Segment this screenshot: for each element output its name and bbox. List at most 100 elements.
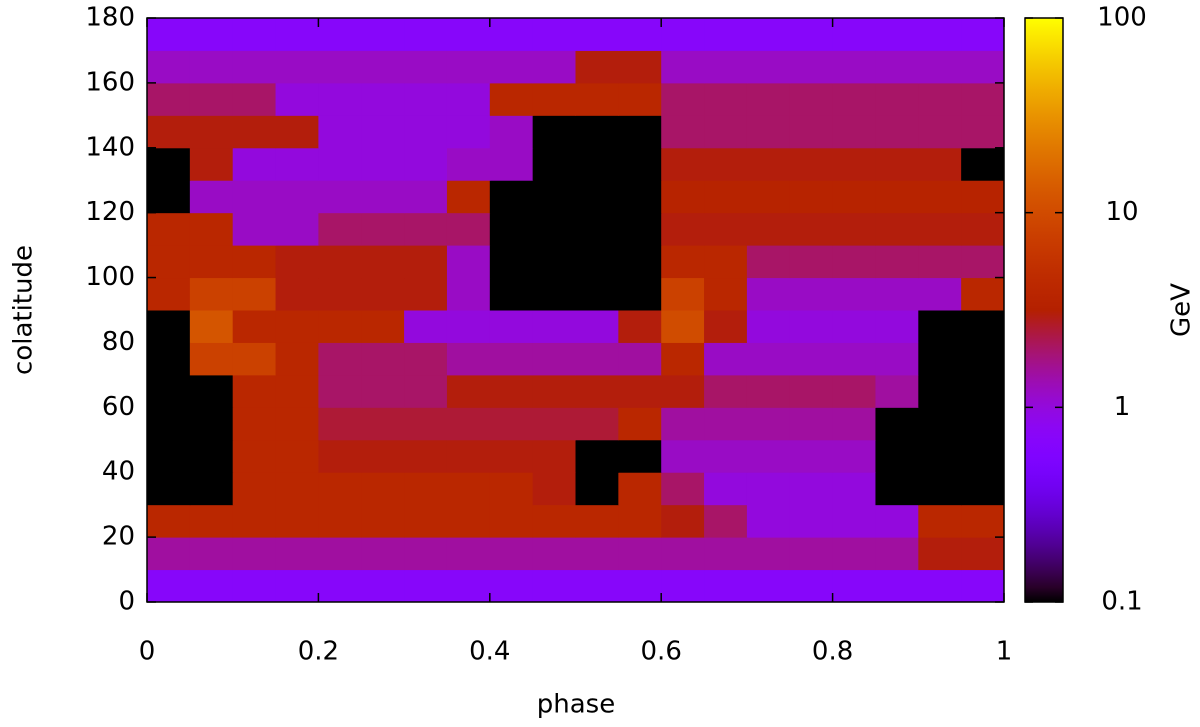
heatmap-cell — [532, 115, 576, 149]
heatmap-cell — [746, 82, 791, 116]
heatmap-cell — [704, 342, 748, 376]
heatmap-cell — [189, 82, 234, 116]
heatmap-cell — [789, 180, 834, 214]
heatmap-cell — [232, 374, 277, 408]
heatmap-cell — [918, 569, 962, 603]
heatmap-cell — [961, 245, 1005, 279]
heatmap-cell — [618, 277, 662, 311]
heatmap-cell — [275, 180, 319, 214]
heatmap-cell — [318, 569, 362, 603]
heatmap-cell — [532, 18, 576, 51]
heatmap-cell — [661, 569, 705, 603]
heatmap-cell — [961, 504, 1005, 538]
heatmap-cell — [446, 504, 491, 538]
heatmap-cell — [661, 407, 705, 441]
heatmap-cell — [532, 342, 576, 376]
heatmap-cell — [275, 245, 319, 279]
heatmap-cell — [532, 310, 576, 343]
heatmap-cell — [961, 147, 1005, 181]
heatmap-cell — [446, 212, 491, 246]
heatmap-cell — [147, 18, 191, 51]
heatmap-cell — [147, 374, 191, 408]
heatmap-cell — [404, 18, 448, 51]
heatmap-cell — [147, 115, 191, 149]
heatmap-cell — [575, 374, 619, 408]
heatmap-cell — [746, 277, 791, 311]
heatmap-cell — [232, 245, 277, 279]
heatmap-cell — [532, 277, 576, 311]
heatmap-cell — [189, 310, 234, 343]
heatmap-cell — [661, 147, 705, 181]
heatmap-cell — [532, 50, 576, 84]
heatmap-cell — [875, 115, 919, 149]
heatmap-cell — [147, 310, 191, 343]
heatmap-cell — [532, 212, 576, 246]
heatmap-cell — [318, 245, 362, 279]
heatmap-cell — [489, 439, 534, 473]
heatmap-cell — [232, 212, 277, 246]
heatmap-cell — [575, 115, 619, 149]
heatmap-cell — [275, 439, 319, 473]
heatmap-cell — [275, 472, 319, 506]
heatmap-cell — [489, 310, 534, 343]
heatmap-cell — [489, 504, 534, 538]
heatmap-cell — [875, 212, 919, 246]
heatmap-cell — [746, 180, 791, 214]
heatmap-cell — [318, 82, 362, 116]
x-tick-label: 0 — [139, 637, 156, 667]
heatmap-cell — [446, 310, 491, 343]
heatmap-cell — [961, 439, 1005, 473]
heatmap-cell — [532, 537, 576, 571]
heatmap-cell — [918, 407, 962, 441]
heatmap-cell — [575, 439, 619, 473]
heatmap-cell — [275, 407, 319, 441]
heatmap-cell — [532, 407, 576, 441]
heatmap-cell — [318, 147, 362, 181]
heatmap-cell — [404, 310, 448, 343]
heatmap-cell — [618, 310, 662, 343]
heatmap-cell — [575, 504, 619, 538]
heatmap-cell — [532, 82, 576, 116]
heatmap-cell — [789, 310, 834, 343]
heatmap-cell — [446, 439, 491, 473]
heatmap-cell — [489, 82, 534, 116]
heatmap-cell — [746, 439, 791, 473]
heatmap-cell — [704, 245, 748, 279]
heatmap-cell — [532, 504, 576, 538]
heatmap-cell — [704, 18, 748, 51]
heatmap-cell — [361, 310, 405, 343]
heatmap-cell — [361, 115, 405, 149]
heatmap-cell — [318, 115, 362, 149]
heatmap-cell — [189, 439, 234, 473]
heatmap-cell — [189, 115, 234, 149]
heatmap-cell — [189, 374, 234, 408]
heatmap-cell — [704, 180, 748, 214]
heatmap-cell — [618, 180, 662, 214]
heatmap-cell — [746, 310, 791, 343]
heatmap-cell — [961, 180, 1005, 214]
y-tick-label: 60 — [102, 392, 135, 422]
heatmap-cell — [404, 245, 448, 279]
heatmap-cell — [832, 537, 876, 571]
heatmap-cell — [704, 407, 748, 441]
heatmap-cell — [446, 537, 491, 571]
heatmap-cell — [789, 569, 834, 603]
heatmap-cell — [275, 115, 319, 149]
heatmap-cell — [361, 18, 405, 51]
heatmap-cell — [232, 569, 277, 603]
heatmap-cell — [404, 374, 448, 408]
heatmap-cell — [232, 504, 277, 538]
heatmap-cell — [661, 18, 705, 51]
heatmap-cell — [746, 342, 791, 376]
heatmap-cell — [704, 569, 748, 603]
heatmap-cell — [404, 407, 448, 441]
y-tick-label: 0 — [118, 587, 135, 617]
heatmap-cell — [704, 147, 748, 181]
heatmap-cell — [661, 504, 705, 538]
heatmap-cell — [618, 439, 662, 473]
heatmap-cell — [832, 82, 876, 116]
heatmap-cell — [446, 245, 491, 279]
heatmap-cell — [446, 115, 491, 149]
heatmap-cell — [961, 310, 1005, 343]
heatmap-cell — [832, 18, 876, 51]
